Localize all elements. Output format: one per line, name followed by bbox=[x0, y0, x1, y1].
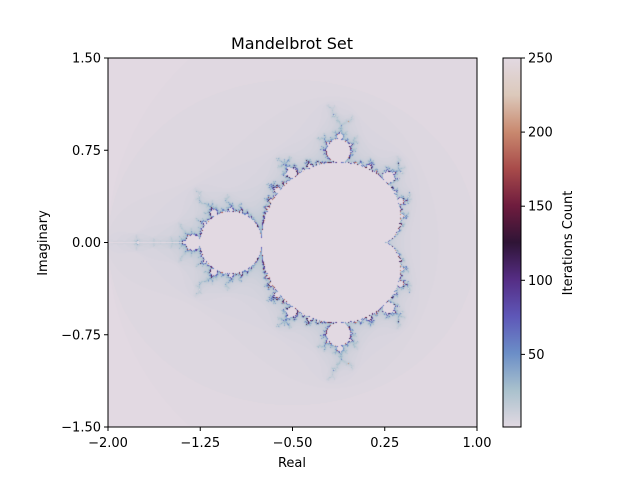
y-tick-label: 0.75 bbox=[72, 144, 101, 159]
chart-title: Mandelbrot Set bbox=[231, 34, 353, 53]
colorbar-tick-label: 100 bbox=[528, 274, 553, 289]
x-tick-label: 0.25 bbox=[370, 436, 399, 451]
y-axis-label: Imaginary bbox=[36, 210, 51, 276]
x-tick-label: −1.25 bbox=[180, 436, 220, 451]
x-tick-label: 1.00 bbox=[463, 436, 492, 451]
plot-area bbox=[107, 57, 478, 428]
colorbar-tick-label: 50 bbox=[528, 348, 545, 363]
y-axis: −1.50 −0.75 0.00 0.75 1.50 bbox=[61, 52, 108, 436]
y-tick-label: −0.75 bbox=[61, 328, 101, 343]
y-tick-label: −1.50 bbox=[61, 421, 101, 436]
colorbar-gradient bbox=[503, 58, 521, 427]
mandelbrot-heatmap bbox=[108, 58, 477, 427]
y-tick-label: 1.50 bbox=[72, 52, 101, 67]
y-tick-label: 0.00 bbox=[72, 236, 101, 251]
colorbar-tick-label: 150 bbox=[528, 200, 553, 215]
colorbar-tick-label: 250 bbox=[528, 52, 553, 67]
colorbar-tick-label: 200 bbox=[528, 126, 553, 141]
colorbar: 50 100 150 200 250 Iterations Count bbox=[502, 52, 576, 428]
colorbar-ticks: 50 100 150 200 250 bbox=[521, 52, 553, 363]
x-tick-label: −2.00 bbox=[88, 436, 128, 451]
x-axis: −2.00 −1.25 −0.50 0.25 1.00 bbox=[88, 427, 491, 451]
x-tick-label: −0.50 bbox=[273, 436, 313, 451]
x-axis-label: Real bbox=[278, 456, 306, 471]
colorbar-label: Iterations Count bbox=[561, 191, 576, 296]
colorbar-frame bbox=[502, 57, 522, 428]
